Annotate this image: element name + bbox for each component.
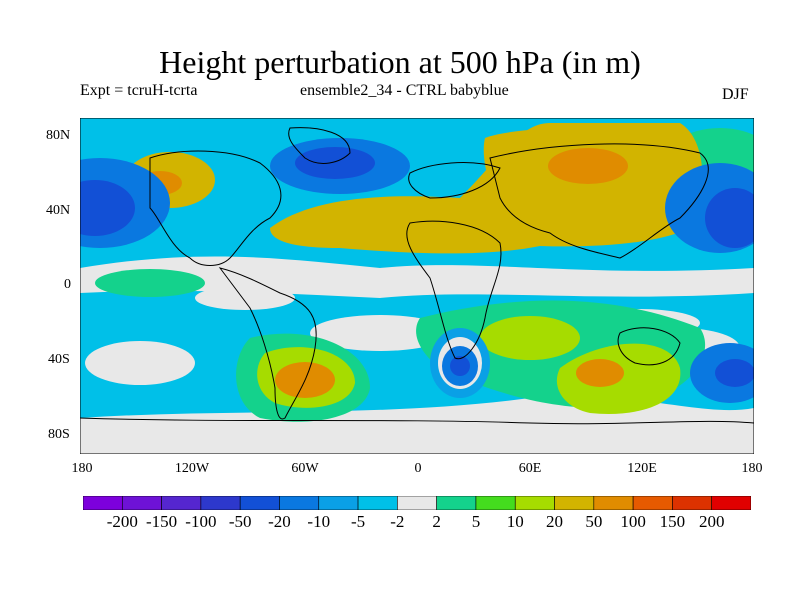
colorbar-label: 50 xyxy=(585,512,603,531)
lon-label-180-east: 180 xyxy=(741,461,763,476)
colorbar-label: -2 xyxy=(390,512,405,531)
contour-fill-layer xyxy=(80,118,754,454)
colorbar-swatch-14 xyxy=(632,496,673,510)
colorbar-label: 100 xyxy=(620,512,646,531)
colorbar-swatch-9 xyxy=(436,496,477,510)
colorbar-swatch-15 xyxy=(672,496,713,510)
colorbar-swatch-12 xyxy=(554,496,595,510)
lat-label-40s: 40S xyxy=(48,352,70,367)
colorbar-label: -200 xyxy=(106,512,138,531)
colorbar-swatch-1 xyxy=(121,496,162,510)
colorbar-label: 150 xyxy=(659,512,686,531)
colorbar-swatch-11 xyxy=(514,496,555,510)
lon-label-60e: 60E xyxy=(518,461,542,476)
height-perturbation-map xyxy=(80,118,754,454)
lon-label-60w: 60W xyxy=(291,461,319,476)
experiment-label: Expt = tcruH-tcrta xyxy=(80,82,198,99)
lon-label-0: 0 xyxy=(414,461,422,476)
lat-label-40n: 40N xyxy=(46,203,71,218)
season-label: DJF xyxy=(722,86,749,103)
colorbar-swatch-2 xyxy=(161,496,202,510)
colorbar-label: -150 xyxy=(145,512,178,531)
lat-label-80s: 80S xyxy=(48,427,70,442)
colorbar-label: 10 xyxy=(506,512,524,531)
colorbar xyxy=(83,496,751,510)
colorbar-swatch-16 xyxy=(711,496,751,510)
lat-label-0: 0 xyxy=(64,277,71,292)
coastlines xyxy=(80,127,754,425)
ensemble-label: ensemble2_34 - CTRL babyblue xyxy=(300,82,509,99)
colorbar-label: -20 xyxy=(268,512,291,531)
colorbar-label: -5 xyxy=(350,512,366,531)
colorbar-label: 5 xyxy=(471,512,481,531)
colorbar-label: -50 xyxy=(228,512,252,531)
colorbar-swatch-0 xyxy=(83,496,123,510)
colorbar-swatch-10 xyxy=(475,496,516,510)
colorbar-swatch-3 xyxy=(200,496,241,510)
chart-title: Height perturbation at 500 hPa (in m) xyxy=(159,44,641,80)
colorbar-label: 2 xyxy=(432,512,441,531)
lat-label-80n: 80N xyxy=(46,128,71,143)
colorbar-swatch-13 xyxy=(593,496,634,510)
colorbar-label: 20 xyxy=(546,512,564,531)
lon-label-120w: 120W xyxy=(174,461,210,476)
colorbar-label: -10 xyxy=(307,512,331,531)
colorbar-swatch-8 xyxy=(397,496,437,510)
colorbar-swatch-6 xyxy=(318,496,359,510)
lon-label-180-west: 180 xyxy=(71,461,93,476)
colorbar-label: -100 xyxy=(185,512,217,531)
colorbar-swatch-7 xyxy=(357,496,398,510)
colorbar-swatch-4 xyxy=(239,496,280,510)
colorbar-swatch-5 xyxy=(279,496,320,510)
colorbar-label: 200 xyxy=(698,512,725,531)
lon-label-120e: 120E xyxy=(627,461,657,476)
